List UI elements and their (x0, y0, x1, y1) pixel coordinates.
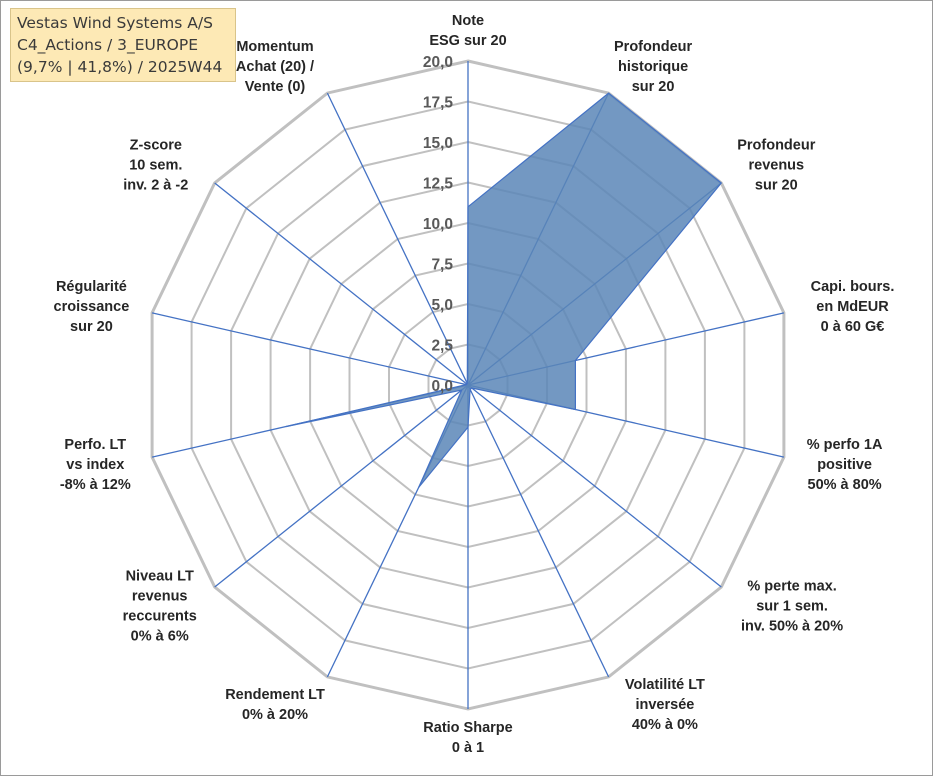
axis-label-line: sur 1 sem. (756, 599, 828, 615)
tick-label: 2,5 (431, 338, 453, 355)
axis-label-line: sur 20 (70, 319, 113, 335)
tick-label: 12,5 (423, 176, 454, 193)
axis-spoke (214, 384, 469, 588)
axis-spoke (151, 312, 469, 386)
axis-label-line: 40% à 0% (632, 717, 698, 733)
title-line-category: C4_Actions / 3_EUROPE (17, 36, 198, 54)
axis-spoke (326, 92, 469, 386)
axis-label-line: 0 à 60 G€ (821, 319, 885, 335)
axis-label-line: % perfo 1A (807, 437, 883, 453)
axis-label-line: historique (618, 59, 688, 75)
axis-label: Perfo. LT vs index -8% à 12% (60, 437, 131, 493)
axis-label-line: 10 sem. (129, 157, 182, 173)
axis-label-line: -8% à 12% (60, 477, 131, 493)
axis-label-line: Momentum (236, 39, 313, 55)
axis-spoke (467, 384, 722, 588)
axis-label-line: en MdEUR (816, 299, 889, 315)
axis-label-line: positive (817, 457, 872, 473)
axis-label: Régularité croissance sur 20 (54, 279, 130, 335)
axis-label: Momentum Achat (20) / Vente (0) (236, 39, 314, 95)
axis-label: Profondeur historique sur 20 (614, 39, 692, 95)
axis-label: Niveau LT revenus reccurents 0% à 6% (123, 569, 197, 645)
axis-label-line: Niveau LT (126, 569, 194, 585)
axis-label-line: 0% à 6% (131, 629, 189, 645)
axis-label-line: 0 à 1 (452, 740, 484, 756)
axis-spoke (467, 384, 610, 678)
axis-label: Note ESG sur 20 (429, 13, 506, 49)
series-layer (285, 92, 722, 488)
axis-label: Z-score 10 sem. inv. 2 à -2 (123, 137, 188, 193)
axis-label-line: Volatilité LT (625, 677, 705, 693)
axis-label-line: % perte max. (747, 579, 836, 595)
axis-spoke (214, 182, 469, 386)
tick-label: 5,0 (431, 297, 453, 314)
axis-label-line: revenus (132, 589, 188, 605)
axis-label-line: 50% à 80% (808, 477, 882, 493)
axis-label-line: inversée (635, 697, 694, 713)
axis-label: Profondeur revenus sur 20 (737, 137, 815, 193)
axis-label-line: Rendement LT (225, 687, 325, 703)
axis-label-line: vs index (66, 457, 124, 473)
tick-label: 20,0 (423, 54, 453, 71)
axis-label-line: Profondeur (737, 137, 815, 153)
axis-label-line: 0% à 20% (242, 707, 308, 723)
tick-label: 0,0 (431, 378, 453, 395)
axis-label-line: Perfo. LT (64, 437, 126, 453)
axis-label-layer: Note ESG sur 20 Profondeur historique sur 20… (54, 13, 895, 756)
axis-label: % perte max. sur 1 sem. inv. 50% à 20% (741, 579, 843, 635)
tick-label: 10,0 (423, 216, 453, 233)
axis-label-line: Z-score (130, 137, 182, 153)
axis-label-line: Régularité (56, 279, 127, 295)
axis-label-line: sur 20 (632, 79, 675, 95)
axis-label-line: croissance (54, 299, 130, 315)
axis-label-line: reccurents (123, 609, 197, 625)
tick-label: 7,5 (431, 257, 453, 274)
axis-label-line: Capi. bours. (811, 279, 895, 295)
tick-label: 17,5 (423, 95, 454, 112)
axis-label-line: revenus (748, 157, 804, 173)
axis-label-line: Ratio Sharpe (423, 720, 512, 736)
title-line-period: (9,7% | 41,8%) / 2025W44 (17, 58, 223, 76)
axis-label: Volatilité LT inversée 40% à 0% (625, 677, 705, 733)
axis-label-line: sur 20 (755, 177, 798, 193)
tick-layer: 0,0 2,5 5,0 7,5 10,0 12,5 15,0 17,5 20,0 (423, 54, 454, 395)
axis-label: Ratio Sharpe 0 à 1 (423, 720, 512, 756)
axis-label-line: inv. 50% à 20% (741, 619, 843, 635)
axis-label-line: inv. 2 à -2 (123, 177, 188, 193)
tick-label: 15,0 (423, 135, 453, 152)
axis-label-line: Achat (20) / (236, 59, 314, 75)
axis-label: % perfo 1A positive 50% à 80% (807, 437, 883, 493)
axis-label: Capi. bours. en MdEUR 0 à 60 G€ (811, 279, 895, 335)
title-line-company: Vestas Wind Systems A/S (17, 14, 213, 32)
axis-label-line: Profondeur (614, 39, 692, 55)
axis-label: Rendement LT 0% à 20% (225, 687, 325, 723)
axis-label-line: Note (452, 13, 484, 29)
chart-title-box: Vestas Wind Systems A/S C4_Actions / 3_E… (10, 8, 236, 82)
axis-label-line: Vente (0) (245, 79, 306, 95)
axis-label-line: ESG sur 20 (429, 33, 506, 49)
